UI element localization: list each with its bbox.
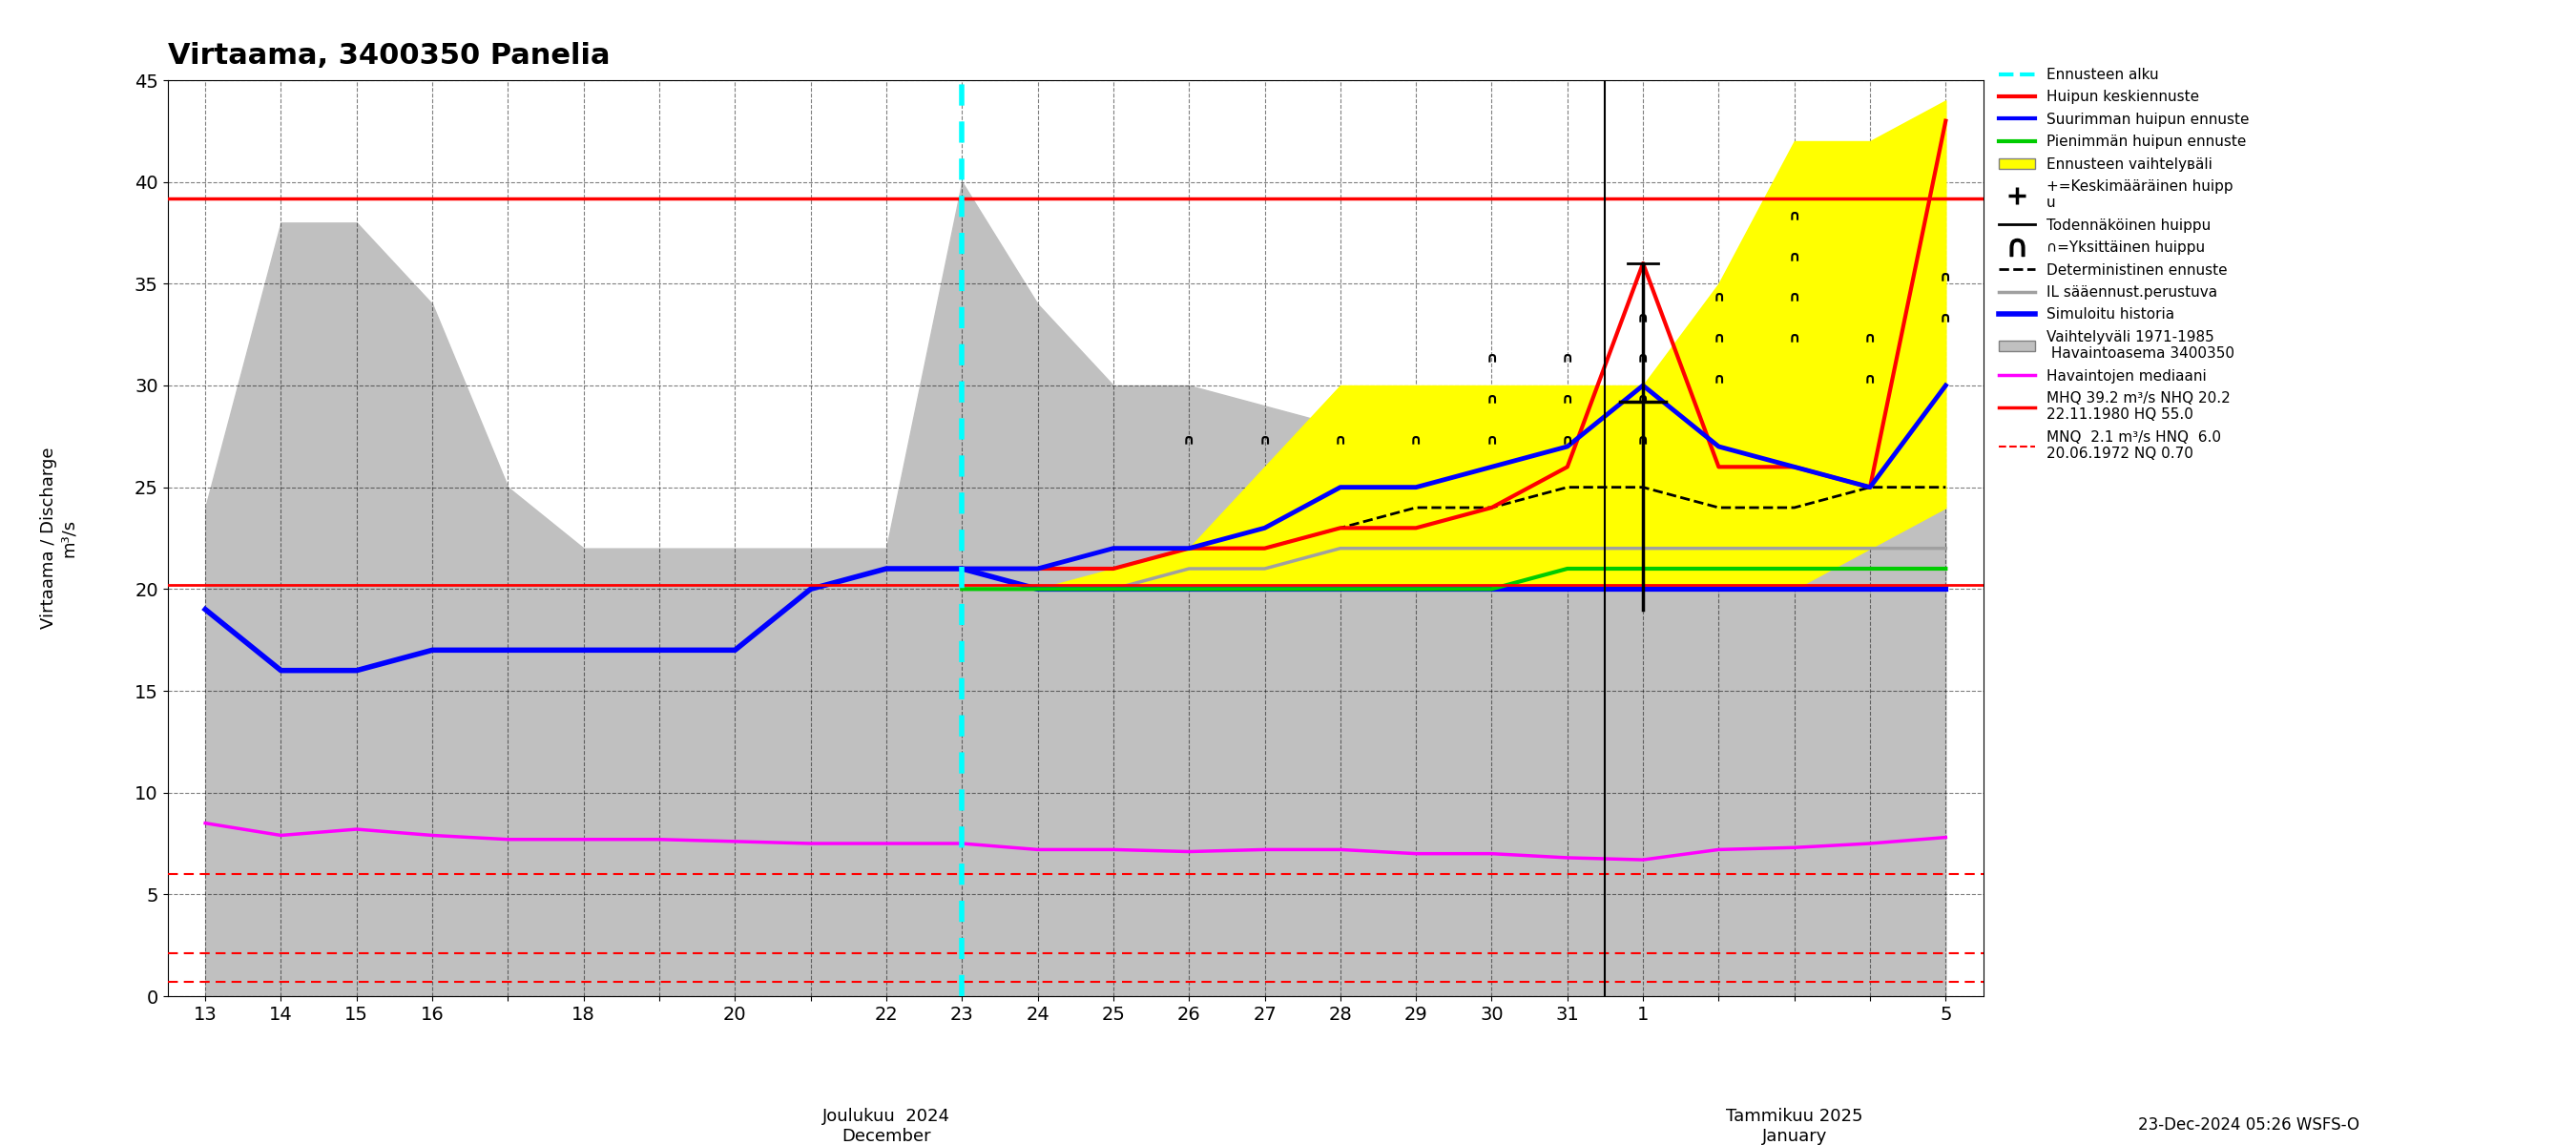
Text: ∩: ∩ xyxy=(1409,432,1422,447)
Text: 23-Dec-2024 05:26 WSFS-O: 23-Dec-2024 05:26 WSFS-O xyxy=(2138,1116,2360,1134)
Text: ∩: ∩ xyxy=(1486,392,1497,405)
Text: ∩: ∩ xyxy=(1865,371,1875,386)
Text: ∩: ∩ xyxy=(1638,432,1649,447)
Text: ∩: ∩ xyxy=(1638,392,1649,405)
Text: ∩: ∩ xyxy=(1788,248,1801,263)
Text: ∩: ∩ xyxy=(1486,350,1497,365)
Text: Joulukuu  2024
December: Joulukuu 2024 December xyxy=(822,1108,951,1145)
Text: Tammikuu 2025
January: Tammikuu 2025 January xyxy=(1726,1108,1862,1145)
Text: ∩: ∩ xyxy=(1334,432,1347,447)
Text: ∩: ∩ xyxy=(1713,371,1723,386)
Text: ∩: ∩ xyxy=(1940,269,1953,284)
Text: ∩: ∩ xyxy=(1788,208,1801,222)
Text: ∩: ∩ xyxy=(1713,331,1723,345)
Text: ∩: ∩ xyxy=(1182,432,1195,447)
Text: ∩: ∩ xyxy=(1561,392,1574,405)
Legend: Ennusteen alku, Huipun keskiennuste, Suurimman huipun ennuste, Pienimmän huipun : Ennusteen alku, Huipun keskiennuste, Suu… xyxy=(1994,62,2254,467)
Text: ∩: ∩ xyxy=(1638,310,1649,324)
Text: ∩: ∩ xyxy=(1788,290,1801,305)
Text: ∩: ∩ xyxy=(1788,331,1801,345)
Text: ∩: ∩ xyxy=(1561,432,1574,447)
Text: ∩: ∩ xyxy=(1260,432,1270,447)
Text: ∩: ∩ xyxy=(1713,290,1723,305)
Text: Virtaama, 3400350 Panelia: Virtaama, 3400350 Panelia xyxy=(167,42,611,70)
Text: ∩: ∩ xyxy=(1486,432,1497,447)
Text: ∩: ∩ xyxy=(1940,310,1953,324)
Text: ∩: ∩ xyxy=(1638,350,1649,365)
Text: ∩: ∩ xyxy=(1561,350,1574,365)
Text: Virtaama / Discharge
m³/s: Virtaama / Discharge m³/s xyxy=(41,448,77,629)
Text: ∩: ∩ xyxy=(1865,331,1875,345)
